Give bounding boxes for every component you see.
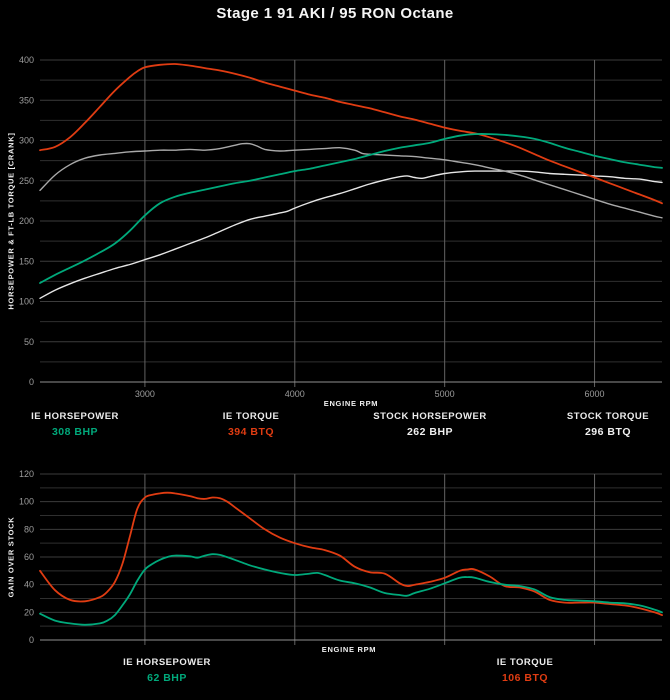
svg-text:3000: 3000 [135,389,155,399]
svg-text:350: 350 [19,95,34,105]
legend-ie-horsepower: IE HORSEPOWER 308 BHP [31,411,119,438]
legend-item-value: 308 BHP [51,426,99,438]
svg-text:300: 300 [19,136,34,146]
legend-item-value: 106 BTQ [501,672,549,684]
legend-gain-horsepower: IE HORSEPOWER 62 BHP [123,657,211,684]
gain-chart-x-axis-label: ENGINE RPM [321,645,377,654]
legend-item-value: 296 BTQ [584,426,632,438]
svg-text:20: 20 [24,607,34,617]
svg-text:0: 0 [29,635,34,645]
legend-item-label: IE HORSEPOWER [123,657,211,668]
main-chart-x-axis-label: ENGINE RPM [323,399,379,408]
main-chart-y-axis-label: HORSEPOWER & FT-LB TORQUE [CRANK] [6,132,16,310]
svg-text:100: 100 [19,497,34,507]
svg-text:80: 80 [24,524,34,534]
svg-text:200: 200 [19,216,34,226]
legend-ie-torque: IE TORQUE 394 BTQ [223,411,280,438]
svg-text:6000: 6000 [585,389,605,399]
svg-text:120: 120 [19,469,34,479]
legend-item-value: 394 BTQ [227,426,275,438]
svg-text:150: 150 [19,256,34,266]
page-title: Stage 1 91 AKI / 95 RON Octane [216,5,454,22]
legend-item-value: 62 BHP [147,672,187,684]
legend-stock-horsepower: STOCK HORSEPOWER 262 BHP [373,411,486,438]
svg-text:0: 0 [29,377,34,387]
legend-stock-torque: STOCK TORQUE 296 BTQ [567,411,649,438]
svg-text:250: 250 [19,176,34,186]
svg-text:60: 60 [24,552,34,562]
svg-text:100: 100 [19,297,34,307]
legend-item-label: IE HORSEPOWER [31,411,119,422]
svg-text:5000: 5000 [435,389,455,399]
svg-text:40: 40 [24,580,34,590]
legend-item-label: IE TORQUE [496,657,554,668]
legend-item-label: STOCK TORQUE [566,411,650,422]
svg-text:4000: 4000 [285,389,305,399]
legend-item-label: STOCK HORSEPOWER [373,411,487,422]
gain-chart-y-axis-label: GAIN OVER STOCK [6,516,16,598]
legend-item-label: IE TORQUE [222,411,280,422]
svg-text:50: 50 [24,337,34,347]
legend-gain-torque: IE TORQUE 106 BTQ [497,657,554,684]
svg-text:400: 400 [19,55,34,65]
legend-item-value: 262 BHP [406,426,454,438]
